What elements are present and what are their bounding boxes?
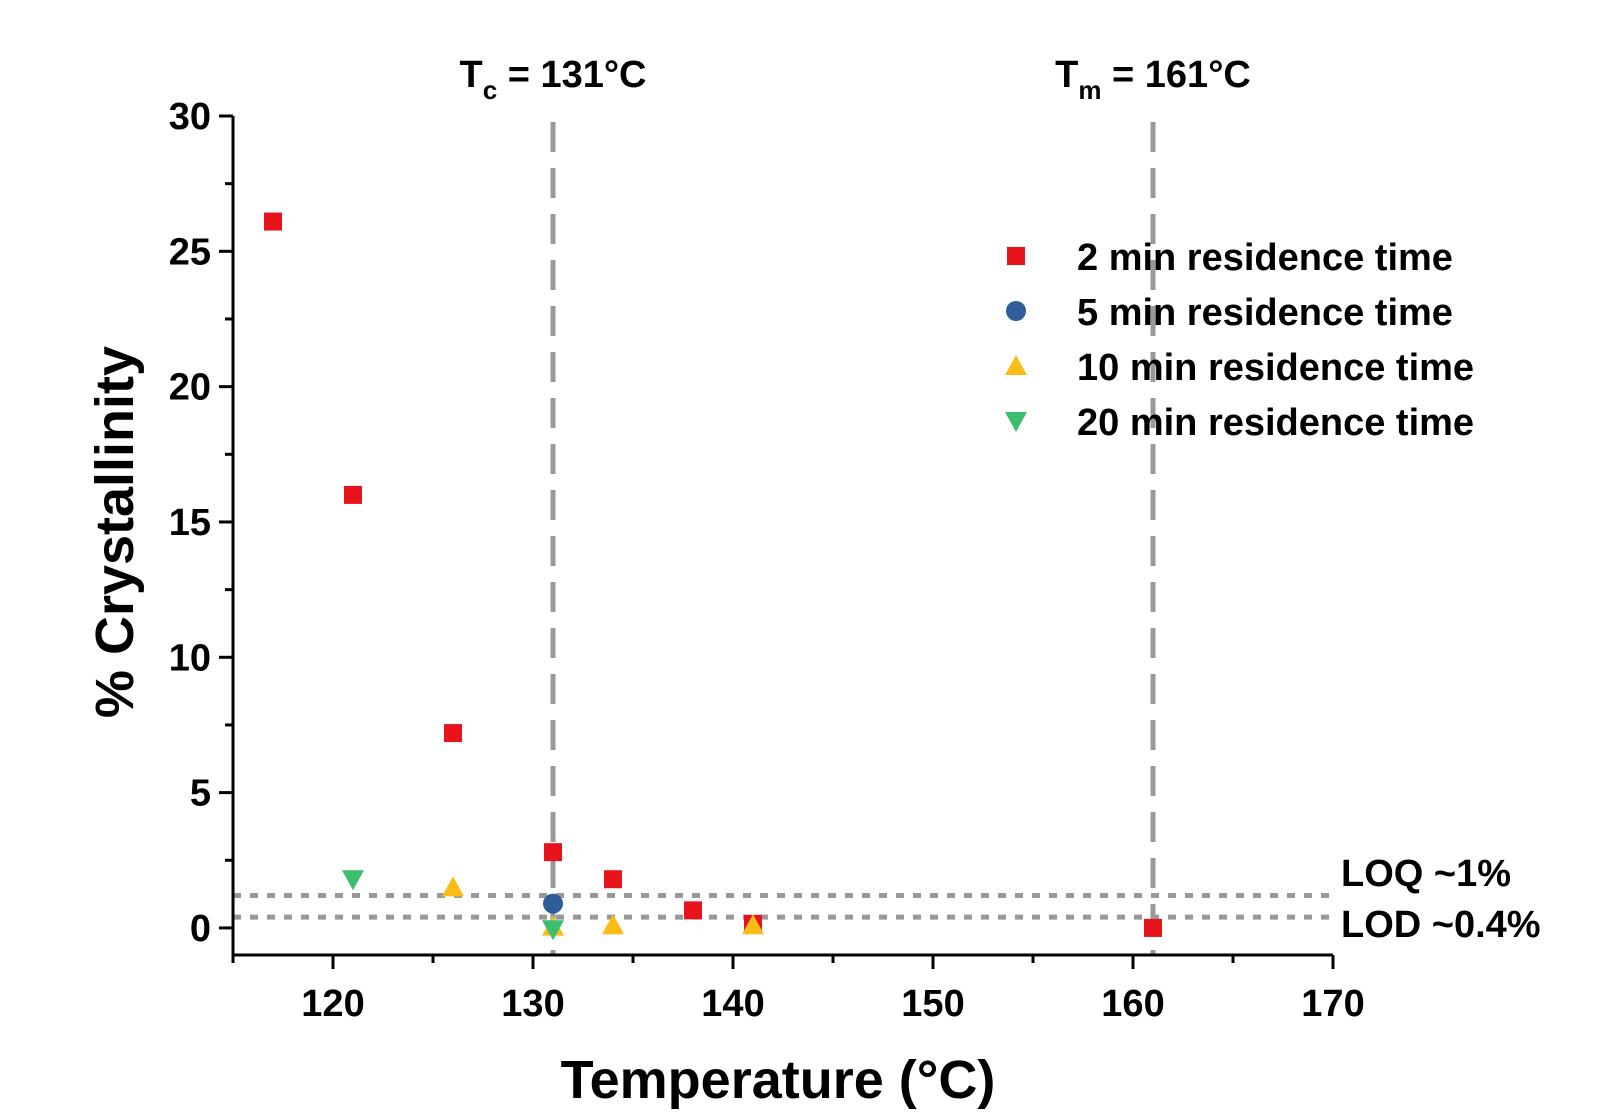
y-tick-label: 25 — [169, 231, 211, 273]
vertical-line-label: Tm = 161°C — [1055, 54, 1251, 105]
horizontal-line-label: LOD ~0.4% — [1341, 904, 1541, 946]
legend-marker — [1006, 301, 1026, 321]
data-point — [604, 870, 622, 889]
legend-marker — [1005, 412, 1027, 432]
x-tick-label: 160 — [1101, 983, 1164, 1025]
axes: 120 130 140 150 160 170 0 5 10 15 20 25 30 — [169, 96, 1365, 1025]
legend-label: 2 min residence time — [1077, 237, 1453, 279]
data-point — [442, 876, 464, 897]
data-point — [543, 893, 563, 914]
vertical-line-label: Tc = 131°C — [459, 54, 646, 105]
x-tick-label: 120 — [301, 983, 364, 1025]
y-tick-label: 0 — [190, 908, 211, 950]
legend-label: 20 min residence time — [1077, 402, 1474, 444]
legend-label: 10 min residence time — [1077, 347, 1474, 389]
data-point — [684, 901, 702, 920]
y-tick-label: 20 — [169, 367, 211, 409]
legend-marker — [1007, 247, 1025, 265]
x-tick-label: 170 — [1301, 983, 1364, 1025]
data-point — [342, 870, 364, 891]
data-point — [1144, 918, 1162, 937]
x-tick-label: 150 — [901, 983, 964, 1025]
data-point — [344, 485, 362, 504]
y-axis-title: % Crystallinity — [85, 346, 145, 718]
data-point — [444, 724, 462, 743]
data-points — [264, 212, 1162, 941]
data-point — [542, 920, 564, 941]
label-subscript: c — [483, 75, 497, 105]
label-main: T — [1055, 54, 1078, 96]
data-point — [544, 843, 562, 862]
horizontal-line-label: LOQ ~1% — [1341, 853, 1511, 895]
y-tick-label: 5 — [190, 773, 211, 815]
label-rest: = 161°C — [1101, 54, 1250, 96]
x-tick-label: 140 — [701, 983, 764, 1025]
legend-marker — [1005, 355, 1027, 375]
data-point — [264, 212, 282, 231]
y-tick-label: 10 — [169, 637, 211, 679]
label-rest: = 131°C — [497, 54, 646, 96]
legend: 2 min residence time 5 min residence time… — [1005, 237, 1474, 444]
legend-label: 5 min residence time — [1077, 292, 1453, 334]
y-tick-label: 15 — [169, 502, 211, 544]
y-tick-label: 30 — [169, 96, 211, 138]
label-main: T — [459, 54, 482, 96]
data-point — [742, 914, 764, 935]
x-axis-title: Temperature (°C) — [561, 1050, 996, 1110]
x-tick-label: 130 — [501, 983, 564, 1025]
reference-lines — [233, 122, 1333, 955]
label-subscript: m — [1078, 75, 1101, 105]
data-point — [602, 914, 624, 935]
